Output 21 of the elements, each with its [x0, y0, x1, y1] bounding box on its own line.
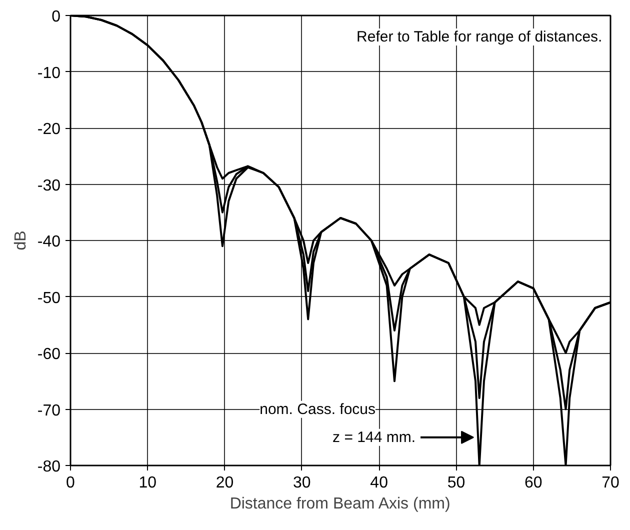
y-tick-label: -80 — [37, 458, 61, 476]
y-tick-label: -20 — [37, 121, 61, 138]
y-tick-label: -30 — [37, 177, 61, 194]
annotation: nom. Cass. focus z = 144 mm. — [260, 400, 416, 446]
x-axis-title: Distance from Beam Axis (mm) — [230, 496, 450, 512]
y-tick-label: 0 — [52, 8, 61, 26]
x-tick-label: 10 — [138, 474, 157, 492]
x-tick-label: 30 — [293, 474, 311, 492]
y-axis-title: dB — [12, 230, 30, 250]
y-tick-label: -50 — [37, 290, 61, 307]
x-tick-label: 0 — [66, 474, 76, 492]
y-tick-label: -70 — [37, 402, 61, 420]
y-tick-label: -60 — [37, 346, 61, 363]
x-tick-label: 20 — [216, 474, 234, 492]
x-tick-label: 60 — [524, 474, 542, 492]
y-tick-label: -40 — [37, 234, 61, 250]
x-tick-label: 50 — [447, 474, 466, 492]
y-tick-label: -10 — [37, 64, 61, 82]
x-tick-label: 70 — [602, 474, 620, 492]
annotation: Refer to Table for range of distances. — [356, 28, 602, 46]
x-tick-label: 40 — [370, 474, 388, 492]
